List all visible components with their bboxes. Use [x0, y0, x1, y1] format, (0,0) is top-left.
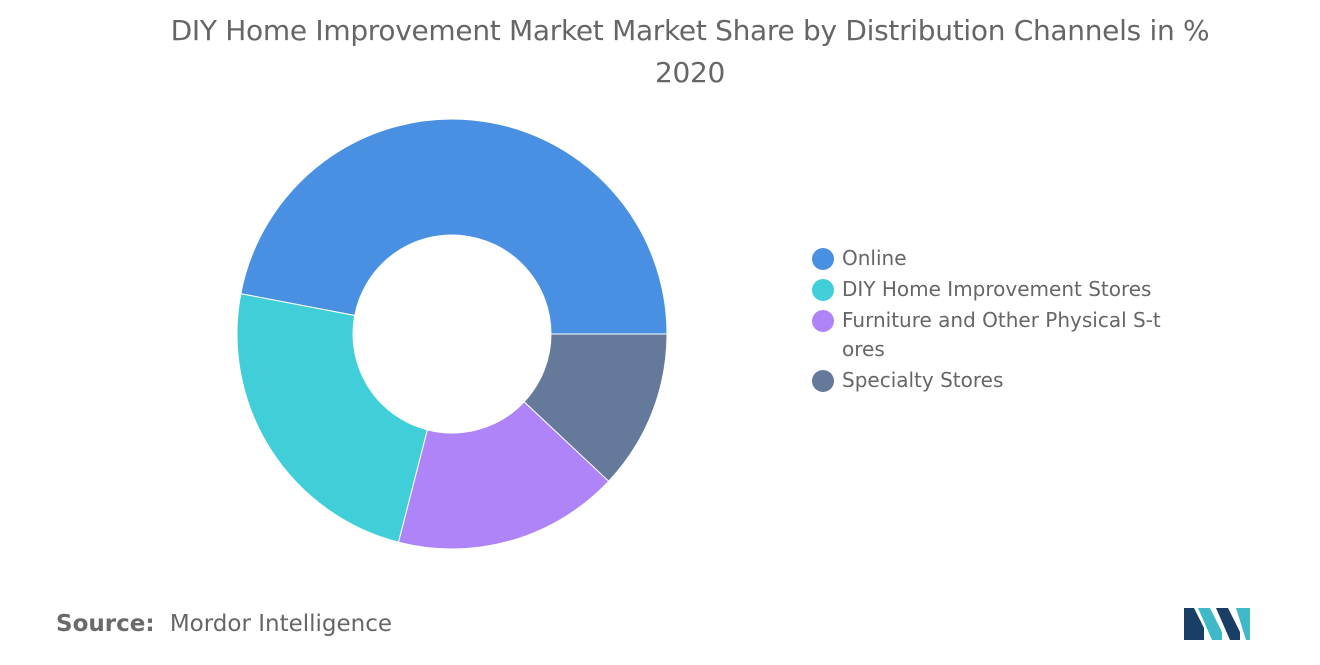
donut-slice-diy-home-improvement-stores	[236, 293, 428, 543]
chart-title: DIY Home Improvement Market Market Share…	[0, 10, 1320, 94]
logo-shape-right	[1216, 608, 1240, 640]
chart-legend: Online DIY Home Improvement Stores Furni…	[810, 244, 1170, 397]
logo-shape-left	[1184, 608, 1204, 640]
chart-title-line2: 2020	[654, 56, 726, 89]
donut-slice-specialty-stores	[523, 333, 668, 482]
donut-slice-furniture-and-other-physical-s-tores	[397, 401, 610, 550]
source-value: Mordor Intelligence	[169, 611, 393, 637]
legend-item-furniture-and-other-physical-stores: Furniture and Other Physical S-tores	[810, 306, 1170, 364]
legend-label-specialty-stores: Specialty Stores	[842, 368, 1004, 392]
legend-swatch-specialty-stores	[812, 370, 834, 392]
chart-title-line1: DIY Home Improvement Market Market Share…	[170, 14, 1210, 47]
legend-label-online: Online	[842, 246, 907, 270]
legend-label-diy-home-improvement-stores: DIY Home Improvement Stores	[842, 277, 1152, 301]
mordor-intelligence-logo-icon	[1184, 608, 1250, 640]
source-label: Source:	[56, 611, 155, 637]
legend-item-diy-home-improvement-stores: DIY Home Improvement Stores	[810, 275, 1170, 304]
logo-shape-far-right	[1236, 608, 1250, 640]
legend-item-online: Online	[810, 244, 1170, 273]
legend-label-furniture-and-other-physical-stores: Furniture and Other Physical S-tores	[842, 308, 1161, 361]
legend-swatch-online	[812, 248, 834, 270]
legend-swatch-furniture-and-other-physical-stores	[812, 310, 834, 332]
source-note: Source: Mordor Intelligence	[56, 611, 392, 637]
legend-item-specialty-stores: Specialty Stores	[810, 366, 1170, 395]
donut-slice-online	[240, 118, 668, 335]
logo-shape-middle	[1198, 608, 1222, 640]
legend-swatch-diy-home-improvement-stores	[812, 279, 834, 301]
